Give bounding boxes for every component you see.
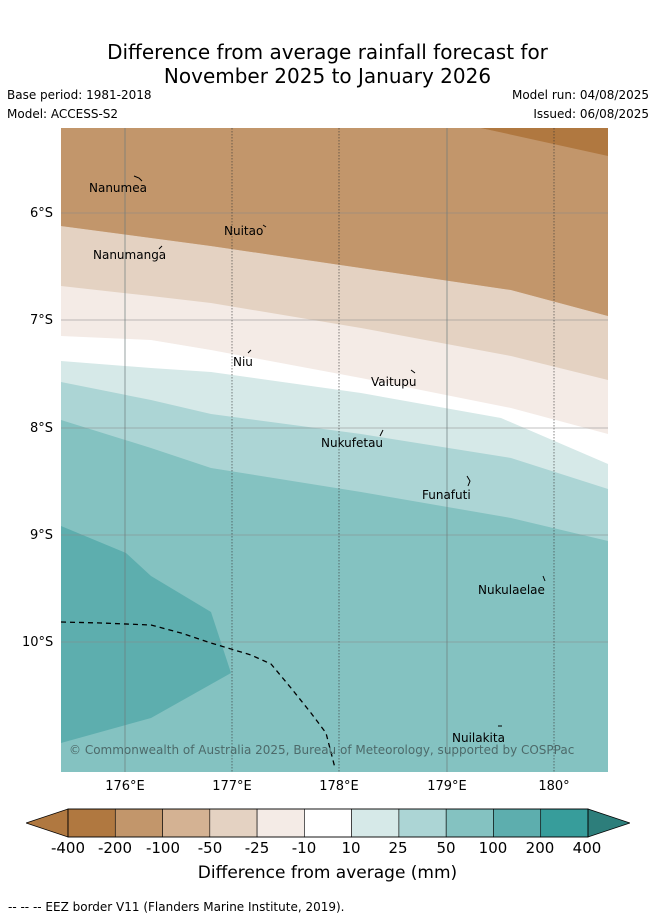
title-line-2: November 2025 to January 2026: [163, 64, 492, 88]
island-label-niu: Niu: [233, 355, 253, 369]
lon-label-180: 180°: [538, 779, 570, 794]
lat-label-6: 6°S: [30, 206, 54, 221]
cbar-tick-2: -200: [97, 839, 133, 857]
cbar-tick-4: -50: [197, 839, 223, 857]
colorbar-cell: [445, 808, 494, 838]
model-name: Model: ACCESS-S2: [7, 107, 119, 121]
colorbar-cell: [67, 808, 116, 838]
colorbar: [26, 808, 630, 838]
map-canvas: [61, 128, 608, 772]
colorbar-cell: [209, 808, 258, 838]
eez-legend: -- -- -- EEZ border V11 (Flanders Marine…: [8, 900, 345, 914]
colorbar-cell: [256, 808, 305, 838]
cbar-tick-7: 10: [341, 839, 361, 857]
island-marks: [133, 175, 546, 727]
eez-border: [61, 621, 336, 769]
copyright-notice: © Commonwealth of Australia 2025, Bureau…: [69, 743, 575, 757]
lon-label-178: 178°E: [319, 779, 359, 794]
lat-label-9: 9°S: [30, 528, 54, 543]
colorbar-cells: [67, 808, 589, 838]
map-title: Difference from average rainfall forecas…: [0, 40, 655, 88]
model-run: Model run: 04/08/2025: [511, 88, 649, 102]
base-period: Base period: 1981-2018: [7, 88, 152, 102]
island-label-nanumea: Nanumea: [89, 181, 147, 195]
colorbar-cell: [351, 808, 400, 838]
issued-date: Issued: 06/08/2025: [533, 107, 649, 121]
lon-label-177: 177°E: [212, 779, 252, 794]
island-label-nukufetau: Nukufetau: [321, 436, 384, 450]
colorbar-cell: [162, 808, 211, 838]
rainfall-map: [61, 128, 608, 772]
cbar-tick-8: 25: [388, 839, 408, 857]
band-minus-100-200: [61, 128, 608, 316]
island-label-vaitupu: Vaitupu: [371, 375, 417, 389]
lat-label-10: 10°S: [22, 635, 54, 650]
colorbar-cell: [114, 808, 163, 838]
cbar-tick-9: 50: [436, 839, 456, 857]
colorbar-cell: [493, 808, 542, 838]
title-line-1: Difference from average rainfall forecas…: [107, 40, 548, 64]
lat-label-7: 7°S: [30, 313, 54, 328]
lon-label-176: 176°E: [105, 779, 145, 794]
cbar-tick-11: 200: [525, 839, 555, 857]
cbar-tick-3: -100: [145, 839, 181, 857]
colorbar-arrow-low: [26, 808, 69, 838]
lon-label-179: 179°E: [427, 779, 467, 794]
band-100-200: [61, 526, 231, 743]
cbar-tick-6: -10: [291, 839, 317, 857]
island-label-nuilakita: Nuilakita: [452, 731, 505, 745]
island-label-nuitao: Nuitao: [224, 224, 264, 238]
lat-label-8: 8°S: [30, 421, 54, 436]
grid: [61, 128, 608, 772]
colorbar-label: Difference from average (mm): [197, 863, 458, 883]
colorbar-cell: [304, 808, 352, 838]
colorbar-cell: [398, 808, 447, 838]
island-label-nukulaelae: Nukulaelae: [478, 583, 545, 597]
band-minus-200-400-corner: [481, 128, 608, 156]
colorbar-cell: [540, 808, 589, 838]
cbar-tick-12: 400: [572, 839, 602, 857]
island-label-nanumanga: Nanumanga: [93, 248, 167, 262]
island-label-funafuti: Funafuti: [422, 488, 471, 502]
cbar-tick-5: -25: [244, 839, 270, 857]
cbar-tick-1: -400: [50, 839, 86, 857]
cbar-tick-10: 100: [478, 839, 508, 857]
colorbar-arrow-high: [587, 808, 630, 838]
